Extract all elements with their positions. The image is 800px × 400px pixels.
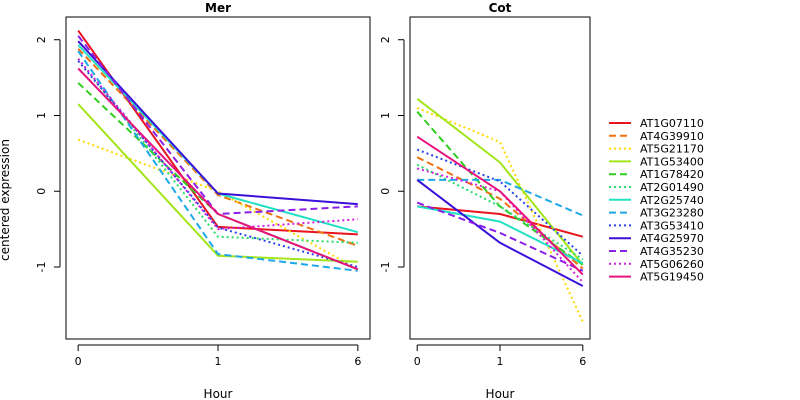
y-tick-label: -1: [379, 262, 392, 273]
legend-label: AT1G07110: [640, 117, 704, 130]
legend-label: AT3G23280: [640, 207, 704, 220]
y-tick-label: 0: [35, 188, 48, 195]
legend-label: AT2G01490: [640, 181, 704, 194]
y-tick-label: 0: [379, 188, 392, 195]
legend-label: AT3G53410: [640, 219, 704, 232]
legend-label: AT1G53400: [640, 155, 704, 168]
series-line-at2g25740: [77, 44, 359, 234]
legend-label: AT2G25740: [640, 194, 704, 207]
panel-cot: Cot 0 1 6 Hour -1 0 1 2: [379, 1, 591, 400]
series-line-at4g25970: [77, 40, 358, 206]
legend-label: AT5G06260: [640, 258, 704, 271]
legend-label: AT5G19450: [640, 271, 704, 284]
legend-label: AT4G39910: [640, 130, 704, 143]
series-line-at5g21170: [77, 138, 359, 271]
x-axis-label: Hour: [204, 387, 233, 400]
legend: AT1G07110AT4G39910AT5G21170AT1G53400AT1G…: [609, 117, 704, 284]
series-line-at4g35230: [416, 201, 584, 272]
panel-title: Mer: [205, 1, 231, 15]
series-line-at1g78420: [416, 111, 584, 266]
x-tick-label: 6: [354, 355, 361, 368]
series-line-at4g39910: [416, 156, 584, 270]
series-line-at5g06260: [416, 167, 584, 283]
series-line-at5g21170: [416, 106, 584, 323]
series-line-at4g35230: [77, 35, 358, 215]
series-line-at2g01490: [416, 163, 584, 261]
plot-frame: [65, 16, 371, 340]
panel-title: Cot: [489, 1, 512, 15]
series-line-at4g39910: [77, 48, 359, 247]
x-tick-label: 1: [215, 355, 222, 368]
y-tick-label: 1: [379, 112, 392, 119]
x-tick-label: 0: [414, 355, 421, 368]
y-tick-label: 2: [35, 36, 48, 43]
legend-label: AT4G35230: [640, 245, 704, 258]
series-line-at1g53400: [416, 98, 584, 266]
x-tick-label: 1: [497, 355, 504, 368]
y-axis-label: centered expression: [0, 139, 12, 261]
series-line-at2g25740: [417, 205, 584, 265]
series-line-at4g25970: [416, 179, 584, 287]
x-axis-label: Hour: [486, 387, 515, 400]
x-tick-label: 0: [75, 355, 82, 368]
series-line-at5g19450: [77, 67, 359, 271]
x-tick-label: 6: [579, 355, 586, 368]
y-tick-label: 2: [379, 36, 392, 43]
legend-label: AT4G25970: [640, 232, 704, 245]
legend-label: AT5G21170: [640, 143, 704, 156]
panel-mer: Mer 0 1 6 Hour -1 0 1 2: [35, 1, 371, 400]
series-line-at3g23280: [77, 50, 358, 272]
series-line-at3g23280: [417, 178, 584, 217]
series-line-at1g53400: [77, 103, 358, 263]
series-line-at5g19450: [416, 135, 584, 276]
series-line-at1g07110: [77, 30, 358, 236]
series-line-at3g53410: [416, 148, 584, 257]
y-tick-label: 1: [35, 112, 48, 119]
legend-label: AT1G78420: [640, 168, 704, 181]
series-line-at5g06260: [77, 58, 358, 231]
plot-frame: [409, 16, 591, 340]
y-tick-label: -1: [35, 262, 48, 273]
